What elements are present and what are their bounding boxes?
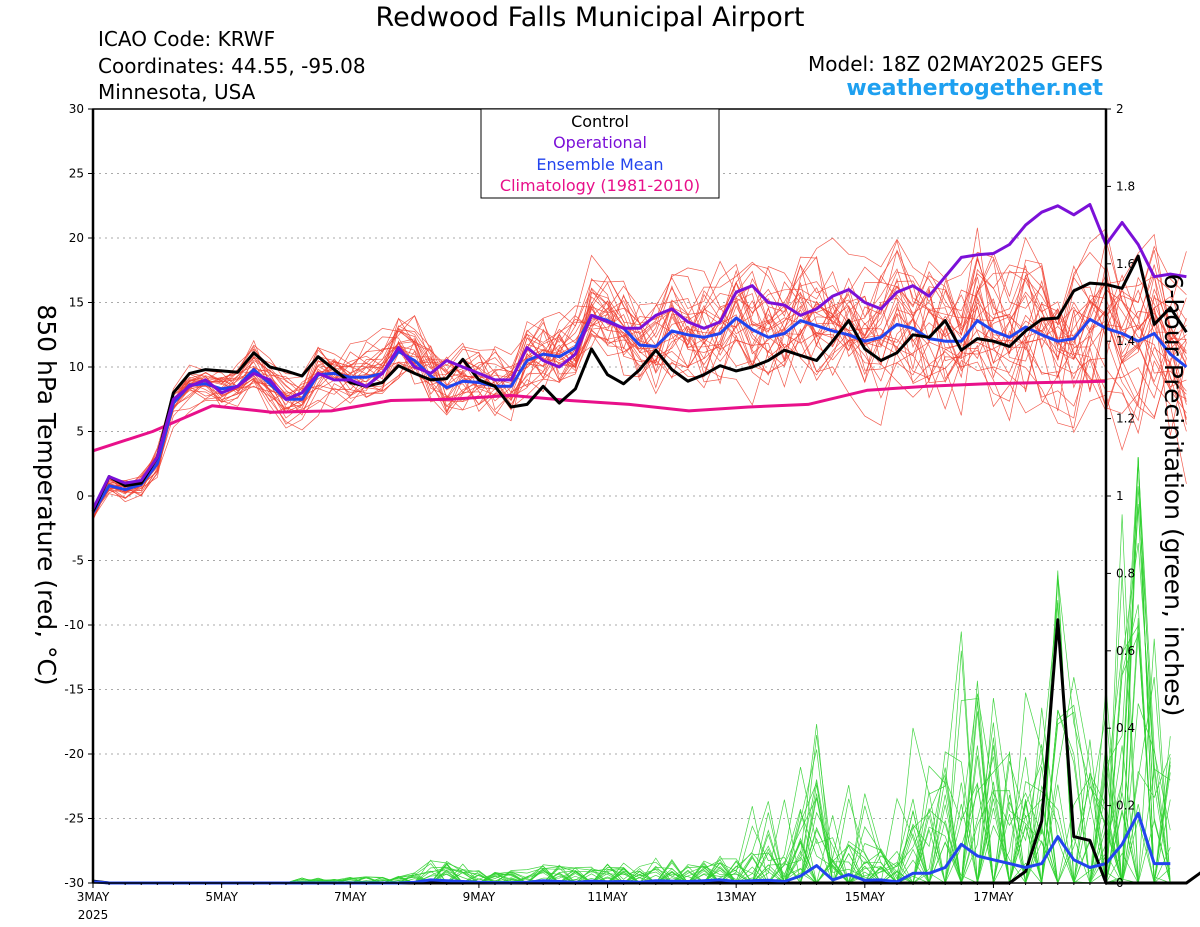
control-precipitation-line	[92, 618, 1200, 885]
y-tick-label: 20	[69, 231, 84, 245]
y2-tick-label: 0.6	[1116, 644, 1135, 658]
climatology-1981-2010-line	[92, 379, 1107, 453]
precip-member-line	[93, 618, 1171, 884]
y2-tick-label: 1.4	[1116, 334, 1135, 348]
y2-tick-label: 1.8	[1116, 179, 1135, 193]
website-link[interactable]: weathertogether.net	[846, 76, 1103, 101]
y-tick-label: -20	[64, 747, 84, 761]
temp-member-line	[92, 279, 1187, 514]
x-tick-label: 15MAY	[845, 890, 886, 904]
legend-control: Control	[571, 112, 629, 131]
temp-member-line	[92, 256, 1187, 513]
x-tick-label: 17MAY	[973, 890, 1014, 904]
y-tick-label: -5	[72, 554, 84, 568]
legend-operational: Operational	[553, 133, 647, 152]
temp-member-line	[92, 287, 1187, 517]
precip-member-line	[93, 604, 1171, 884]
ensemble-mean-line	[91, 313, 1188, 514]
temp-member-line	[92, 264, 1187, 516]
precip-member-line	[93, 577, 1171, 885]
y2-tick-label: 0	[1116, 876, 1124, 890]
temp-member-line	[92, 269, 1187, 508]
temp-member-line	[92, 260, 1187, 513]
y-tick-label: 10	[69, 360, 84, 374]
temp-member-line	[92, 287, 1187, 519]
page-title: Redwood Falls Municipal Airport	[375, 2, 805, 33]
temp-member-line	[92, 273, 1187, 515]
control-line	[91, 254, 1188, 513]
x-tick-label: 11MAY	[587, 890, 628, 904]
x-tick-label: 9MAY	[463, 890, 496, 904]
y-axis-title: 850 hPa Temperature (red, °C)	[32, 304, 61, 685]
precip-member-line	[93, 457, 1171, 884]
grid	[93, 173, 1106, 819]
precip-member-line	[93, 514, 1171, 884]
x-tick-year: 2025	[78, 908, 109, 922]
temperature-members	[92, 227, 1187, 521]
temp-member-line	[92, 263, 1187, 514]
y2-tick-label: 1	[1116, 489, 1124, 503]
y2-tick-label: 0.8	[1116, 566, 1135, 580]
precip-member-line	[93, 503, 1171, 884]
y-tick-label: -15	[64, 683, 84, 697]
y2-tick-label: 0.2	[1116, 799, 1135, 813]
legend-ensemble-mean: Ensemble Mean	[536, 155, 663, 174]
y-tick-label: -10	[64, 618, 84, 632]
y2-axis-title: 6-hour Precipitation (green, inches)	[1159, 274, 1188, 717]
axes: 302520151050-5-10-15-20-25-3021.81.61.41…	[64, 102, 1135, 922]
x-tick-label: 5MAY	[205, 890, 238, 904]
precip-member-line	[93, 506, 1171, 885]
y2-tick-label: 1.6	[1116, 257, 1135, 271]
y2-tick-label: 1.2	[1116, 412, 1135, 426]
precip-member-line	[93, 457, 1171, 884]
y-tick-label: 25	[69, 167, 84, 181]
precip-member-line	[93, 573, 1171, 884]
x-tick-label: 7MAY	[334, 890, 367, 904]
region: Minnesota, USA	[98, 80, 256, 104]
precip-member-line	[93, 692, 1171, 884]
precip-member-line	[93, 709, 1171, 885]
y-tick-label: 15	[69, 296, 84, 310]
temp-member-line	[92, 280, 1187, 516]
legend-climatology: Climatology (1981-2010)	[500, 176, 700, 195]
precip-member-line	[93, 602, 1171, 884]
model-run: Model: 18Z 02MAY2025 GEFS	[808, 52, 1103, 76]
y-tick-label: -30	[64, 876, 84, 890]
icao-code: ICAO Code: KRWF	[98, 27, 276, 51]
y2-tick-label: 0.4	[1116, 721, 1135, 735]
y-tick-label: 0	[76, 489, 84, 503]
coordinates: Coordinates: 44.55, -95.08	[98, 54, 366, 78]
precip-member-line	[93, 457, 1171, 884]
y-tick-label: -25	[64, 812, 84, 826]
x-tick-label: 3MAY	[77, 890, 110, 904]
precip-member-line	[93, 542, 1171, 884]
x-tick-label: 13MAY	[716, 890, 757, 904]
y2-tick-label: 2	[1116, 102, 1124, 116]
operational-line	[91, 203, 1187, 510]
precip-member-line	[93, 457, 1171, 885]
precip-members	[93, 457, 1171, 885]
temp-member-line	[92, 268, 1187, 514]
precip-member-line	[93, 599, 1171, 884]
precip-member-line	[93, 460, 1171, 884]
y-tick-label: 5	[76, 425, 84, 439]
temp-member-line	[92, 274, 1187, 510]
legend: Control Operational Ensemble Mean Climat…	[480, 108, 720, 199]
y-tick-label: 30	[69, 102, 84, 116]
